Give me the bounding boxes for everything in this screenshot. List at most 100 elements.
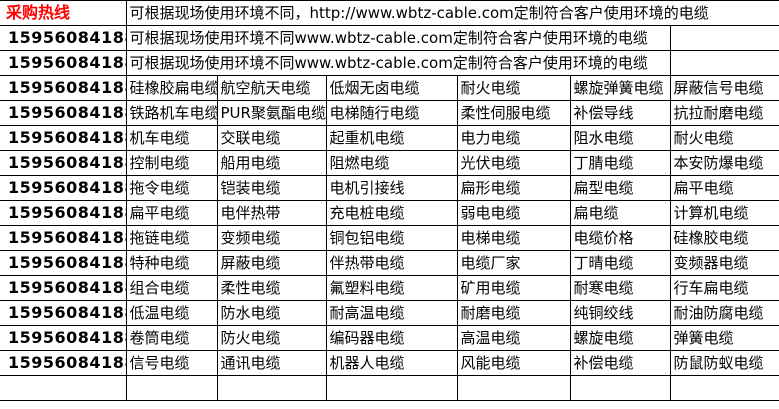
cable-cell: 屏蔽电缆	[216, 250, 327, 276]
cable-row: 15956084188 控制电缆 船用电缆 阻燃电缆 光伏电缆 丁腈电缆 本安防爆电缆	[0, 150, 779, 176]
cable-row: 15956084188 硅橡胶扁电缆 航空航天电缆 低烟无卤电缆 耐火电缆 螺旋弹簧电缆屏…	[0, 75, 779, 101]
cable-cell: 电缆价格	[569, 225, 671, 251]
cable-cell: 螺旋弹簧电缆	[569, 75, 671, 101]
empty-cell	[569, 375, 671, 401]
phone-cell: 15956084188	[0, 300, 127, 326]
cable-cell: 防水电缆	[216, 300, 327, 326]
cable-row: 15956084188 扁平电缆 电伴热带 充电桩电缆 弱电电缆 扁电缆 计算机电缆	[0, 200, 779, 226]
promo-row: 15956084188 可根据现场使用环境不同www.wbtz-cable.co…	[0, 25, 779, 51]
cable-cell: 计算机电缆	[669, 200, 779, 226]
cable-cell: 扁电缆	[569, 200, 671, 226]
empty-cell	[669, 25, 779, 51]
promo-text-line3: 可根据现场使用环境不同www.wbtz-cable.com定制符合客户使用环境的…	[125, 50, 671, 76]
cable-cell: 通讯电缆	[216, 350, 327, 376]
cable-cell: 屏蔽信号电缆	[669, 75, 779, 101]
empty-cell	[669, 375, 779, 401]
cable-cell: 铠装电缆	[216, 175, 327, 201]
cable-cell: 防火电缆	[216, 325, 327, 351]
cable-cell: 充电桩电缆	[325, 200, 458, 226]
promo-text-line2: 可根据现场使用环境不同www.wbtz-cable.com定制符合客户使用环境的…	[125, 25, 671, 51]
cable-cell: 铁路机车电缆	[125, 100, 218, 126]
cable-cell: 电伴热带	[216, 200, 327, 226]
empty-cell	[0, 375, 127, 401]
empty-cell	[669, 50, 779, 76]
cable-cell: 阻水电缆	[569, 125, 671, 151]
cable-cell: 伴热带电缆	[325, 250, 458, 276]
cable-row: 15956084188 铁路机车电缆 PUR聚氨酯电缆 电梯随行电缆 柔性伺服电缆 补偿导…	[0, 100, 779, 126]
cable-cell: 补偿导线	[569, 100, 671, 126]
cable-cell: 扁型电缆	[569, 175, 671, 201]
phone-cell: 15956084188	[0, 225, 127, 251]
phone-cell: 15956084188	[0, 25, 127, 51]
cable-row: 15956084188 低温电缆 防水电缆 耐高温电缆 耐磨电缆 纯铜绞线 耐油防腐电缆	[0, 300, 779, 326]
cable-row: 15956084188 信号电缆 通讯电缆 机器人电缆 风能电缆 补偿电缆 防鼠防蚁电缆	[0, 350, 779, 376]
cable-row: 15956084188 组合电缆 柔性电缆 氟塑料电缆 矿用电缆 耐寒电缆 行车扁电缆	[0, 275, 779, 301]
cable-cell: 拖链电缆	[125, 225, 218, 251]
cable-cell: 阻燃电缆	[325, 150, 458, 176]
empty-row	[0, 375, 779, 401]
cable-cell: 耐磨电缆	[456, 300, 571, 326]
phone-cell: 15956084188	[0, 50, 127, 76]
cable-cell: 抗拉耐磨电缆	[669, 100, 779, 126]
cable-cell: 特种电缆	[125, 250, 218, 276]
cable-row: 15956084188 拖令电缆 铠装电缆 电机引接线 扁形电缆 扁型电缆 扁平电缆	[0, 175, 779, 201]
phone-cell: 15956084188	[0, 325, 127, 351]
cable-cell: 船用电缆	[216, 150, 327, 176]
cable-cell: 耐火电缆	[669, 125, 779, 151]
cable-cell: 风能电缆	[456, 350, 571, 376]
cable-cell: 起重机电缆	[325, 125, 458, 151]
cable-cell: 丁腈电缆	[569, 150, 671, 176]
empty-cell	[216, 375, 327, 401]
cable-cell: 氟塑料电缆	[325, 275, 458, 301]
phone-cell: 15956084188	[0, 175, 127, 201]
phone-cell: 15956084188	[0, 150, 127, 176]
cable-cell: 矿用电缆	[456, 275, 571, 301]
cable-cell: 信号电缆	[125, 350, 218, 376]
cable-cell: 组合电缆	[125, 275, 218, 301]
cable-cell: 螺旋电缆	[569, 325, 671, 351]
cable-row: 15956084188 卷筒电缆 防火电缆 编码器电缆 高温电缆 螺旋电缆 弹簧电缆	[0, 325, 779, 351]
cable-cell: 耐寒电缆	[569, 275, 671, 301]
cable-cell: 机车电缆	[125, 125, 218, 151]
cable-cell: 电梯电缆	[456, 225, 571, 251]
cable-cell: 扁形电缆	[456, 175, 571, 201]
cable-cell: 变频器电缆	[669, 250, 779, 276]
phone-cell: 15956084188	[0, 350, 127, 376]
cable-cell: 拖令电缆	[125, 175, 218, 201]
cable-cell: 硅橡胶扁电缆	[125, 75, 218, 101]
cable-cell: 低烟无卤电缆	[325, 75, 458, 101]
cable-cell: 行车扁电缆	[669, 275, 779, 301]
cable-cell: 电梯随行电缆	[325, 100, 458, 126]
cable-row: 15956084188 机车电缆 交联电缆 起重机电缆 电力电缆 阻水电缆 耐火电缆	[0, 125, 779, 151]
phone-cell: 15956084188	[0, 200, 127, 226]
phone-cell: 15956084188	[0, 75, 127, 101]
cable-cell: 弹簧电缆	[669, 325, 779, 351]
cable-cell: 耐火电缆	[456, 75, 571, 101]
cable-cell: 低温电缆	[125, 300, 218, 326]
phone-cell: 15956084188	[0, 100, 127, 126]
cable-cell: 柔性伺服电缆	[456, 100, 571, 126]
cable-cell: 高温电缆	[456, 325, 571, 351]
hotline-label: 采购热线	[0, 0, 127, 26]
promo-row: 15956084188 可根据现场使用环境不同www.wbtz-cable.co…	[0, 50, 779, 76]
cable-cell: 防鼠防蚁电缆	[669, 350, 779, 376]
cable-cell: 硅橡胶电缆	[669, 225, 779, 251]
cable-cell: 光伏电缆	[456, 150, 571, 176]
cable-cell: 弱电电缆	[456, 200, 571, 226]
cable-cell: 补偿电缆	[569, 350, 671, 376]
cable-cell: 电力电缆	[456, 125, 571, 151]
cable-cell: 丁晴电缆	[569, 250, 671, 276]
cable-cell: 卷筒电缆	[125, 325, 218, 351]
cable-cell: 控制电缆	[125, 150, 218, 176]
phone-cell: 15956084188	[0, 125, 127, 151]
cable-cell: 编码器电缆	[325, 325, 458, 351]
cable-cell: 机器人电缆	[325, 350, 458, 376]
empty-cell	[125, 375, 218, 401]
cable-cell: 航空航天电缆	[216, 75, 327, 101]
cable-cell: PUR聚氨酯电缆	[216, 100, 327, 126]
cable-cell: 纯铜绞线	[569, 300, 671, 326]
cable-row: 15956084188 拖链电缆 变频电缆 铜包铝电缆 电梯电缆 电缆价格 硅橡胶电缆	[0, 225, 779, 251]
cable-cell: 扁平电缆	[125, 200, 218, 226]
cable-cell: 变频电缆	[216, 225, 327, 251]
